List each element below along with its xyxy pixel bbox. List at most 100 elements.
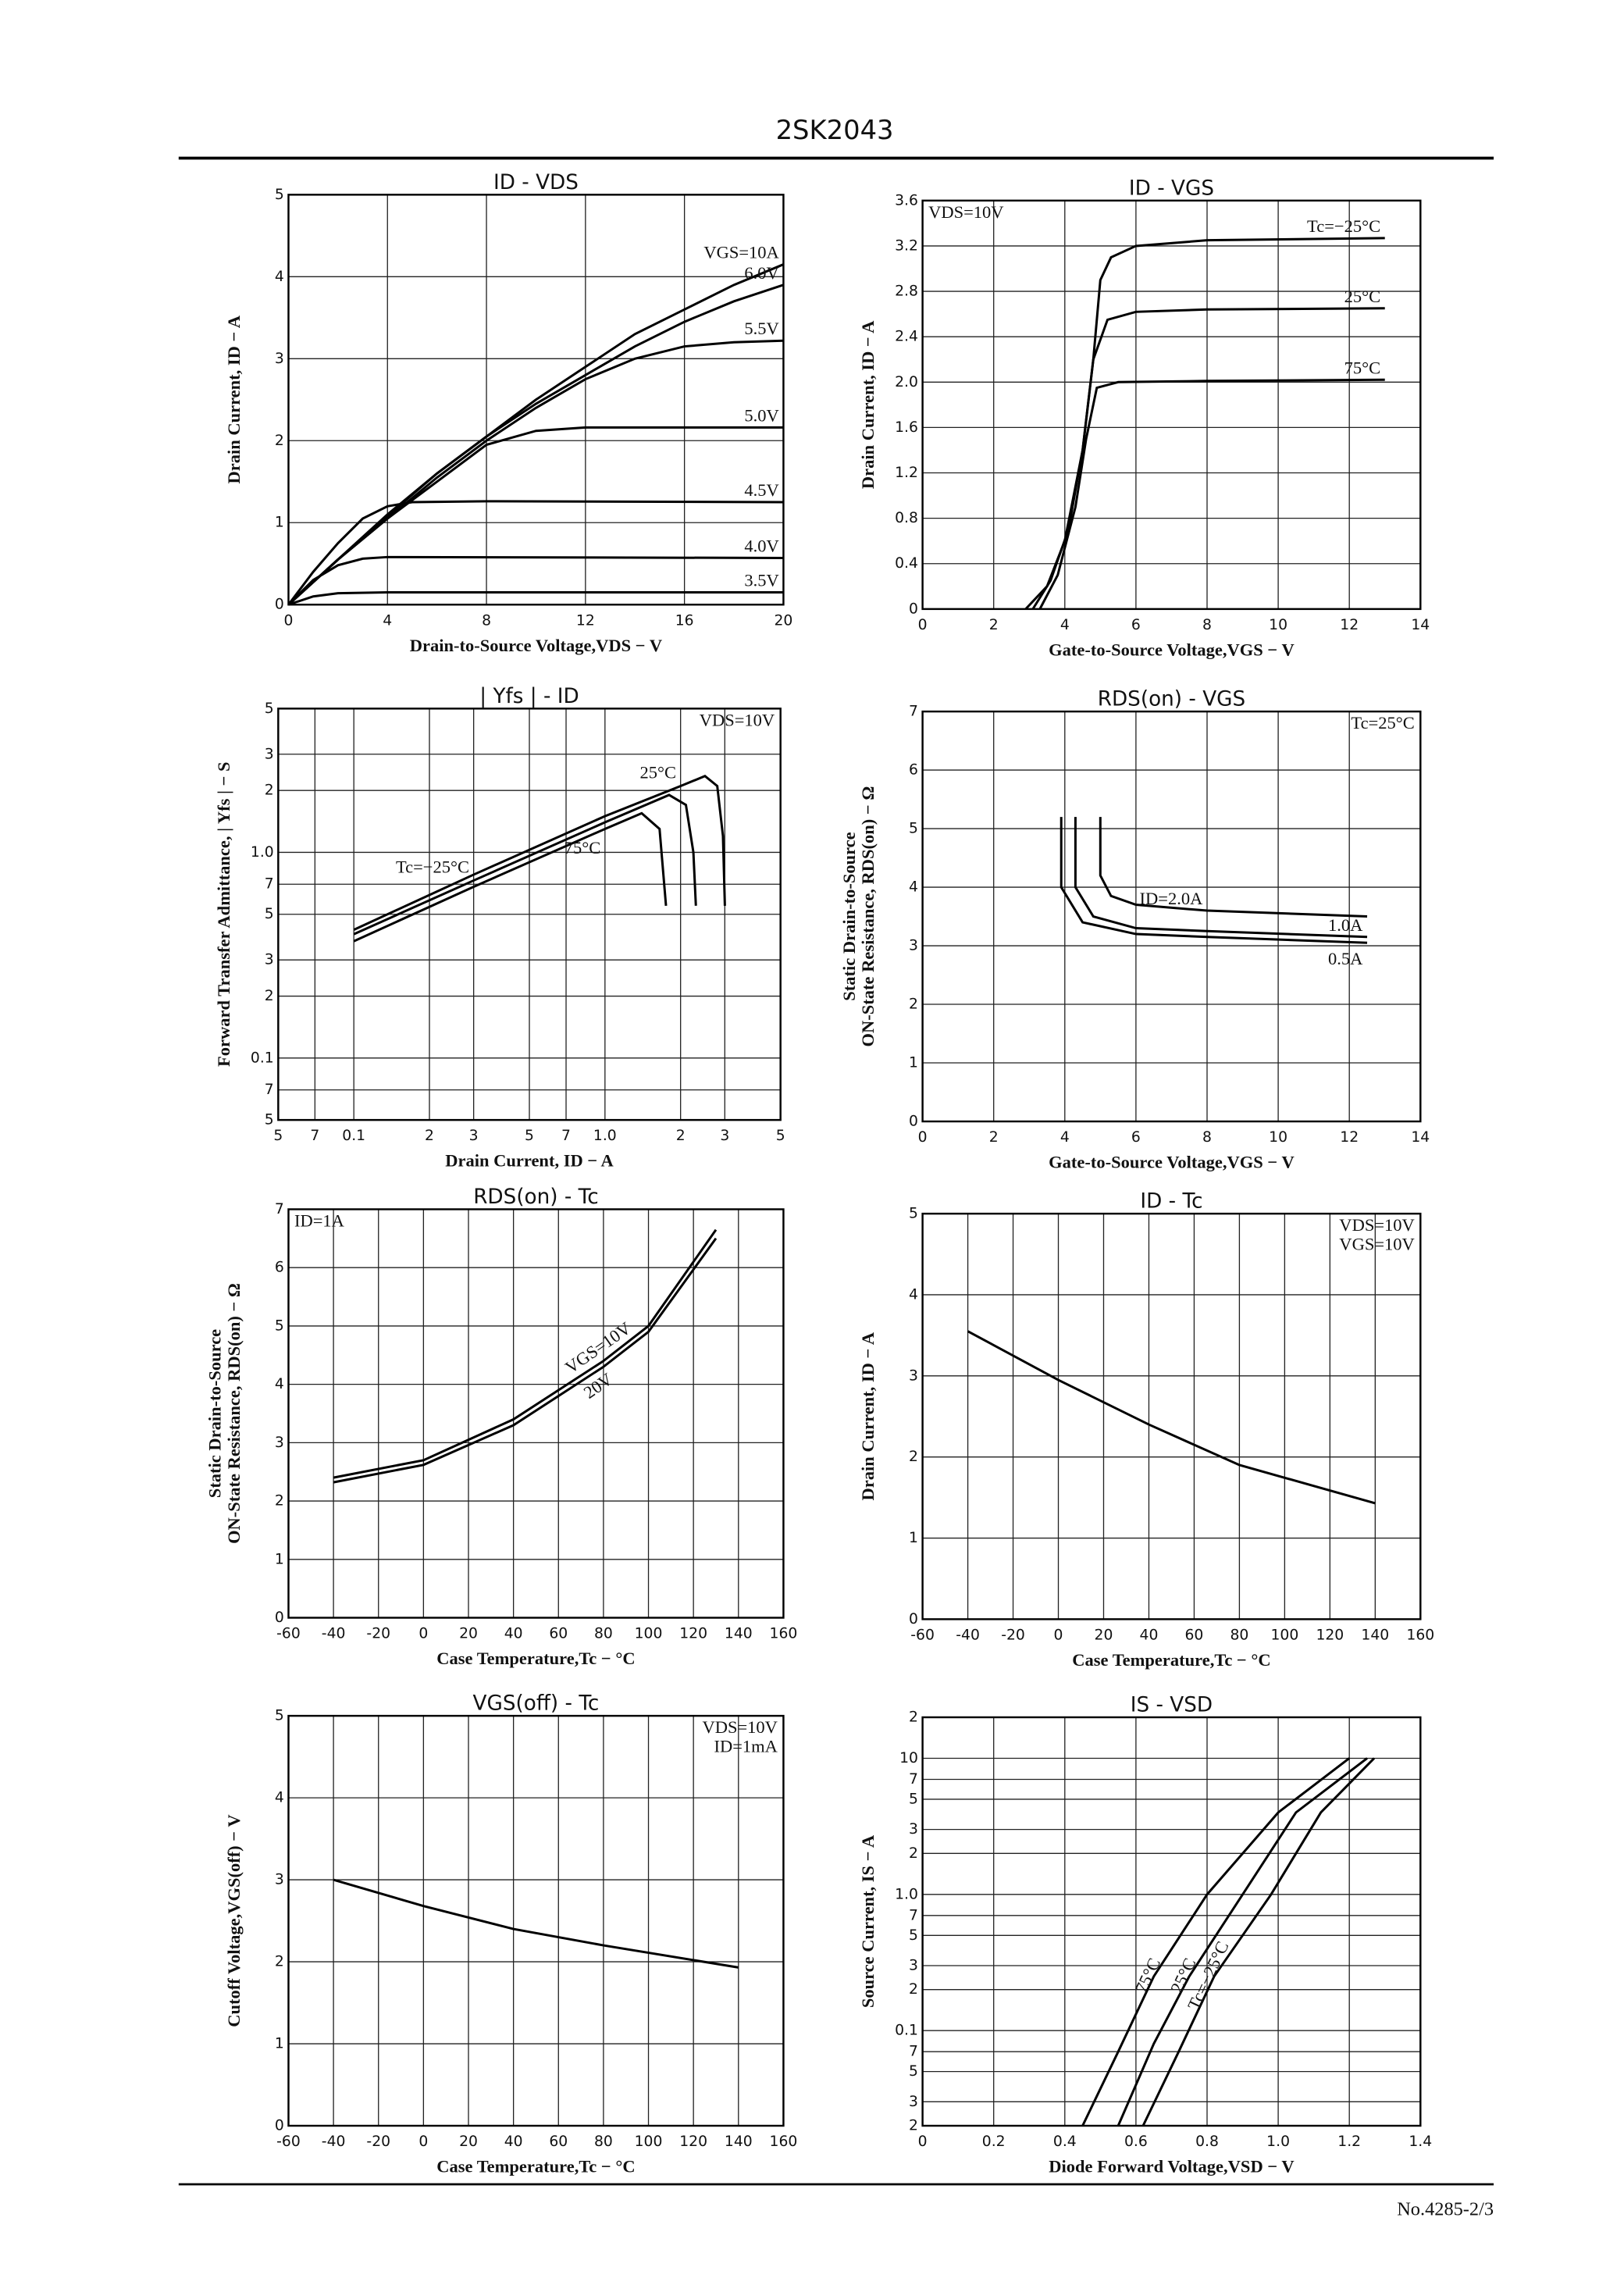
x-tick-label: 10 [1269, 617, 1287, 633]
x-tick-label: 0.4 [1053, 2134, 1077, 2150]
y-tick-label: 3 [275, 351, 284, 367]
x-tick-label: 20 [1095, 1627, 1113, 1644]
y-tick-label: 0.4 [895, 555, 918, 572]
x-tick-label: 5 [776, 1128, 785, 1144]
series-label: 5.0V [744, 406, 778, 426]
y-tick-label: 0 [275, 1610, 284, 1626]
series-label: 4.5V [744, 480, 778, 500]
series-line [1074, 817, 1368, 939]
y-tick-label: 7 [909, 1907, 918, 1923]
y-axis-label: Static Drain-to-Source [205, 1329, 225, 1498]
y-tick-label: 5 [275, 1317, 284, 1334]
y-tick-label: 3 [265, 952, 274, 968]
x-tick-label: 7 [310, 1128, 319, 1144]
x-tick-label: 8 [1202, 617, 1212, 633]
y-tick-label: 2 [909, 2118, 918, 2134]
annotation: VGS=10V [1339, 1235, 1414, 1254]
x-axis-label: Case Temperature,Tc − °C [1072, 1650, 1270, 1670]
series-line [287, 283, 784, 606]
y-tick-label: 1.2 [895, 465, 918, 481]
x-tick-label: 0 [1054, 1627, 1063, 1644]
series-label: 20V [580, 1369, 616, 1403]
chart-title: IS - VSD [1131, 1694, 1213, 1717]
y-tick-label: 7 [265, 876, 274, 893]
y-axis-label: ON-State Resistance, RDS(on) − Ω [224, 1283, 244, 1544]
x-axis-label: Case Temperature,Tc − °C [436, 1649, 635, 1668]
x-tick-label: 8 [1202, 1129, 1212, 1146]
y-tick-label: 5 [909, 1927, 918, 1944]
x-tick-label: 20 [459, 2134, 478, 2150]
series-line [287, 500, 784, 606]
series-line [287, 426, 784, 606]
y-tick-label: 1 [909, 1055, 918, 1071]
plot-frame [287, 1714, 785, 2127]
page-number: No.4285-2/3 [1397, 2198, 1494, 2219]
x-tick-label: 2 [989, 617, 999, 633]
y-tick-label: 2 [275, 433, 284, 449]
chart-title: RDS(on) - Tc [473, 1185, 599, 1209]
x-tick-label: -40 [956, 1627, 980, 1644]
y-tick-label: 2 [275, 1493, 284, 1510]
series-label: 75°C [564, 838, 601, 857]
y-tick-label: 3 [909, 938, 918, 954]
x-tick-label: 4 [1060, 617, 1070, 633]
x-tick-label: 60 [549, 2134, 568, 2150]
plot-frame [921, 199, 1422, 611]
x-tick-label: 0 [918, 2134, 928, 2150]
x-tick-label: 40 [1140, 1627, 1159, 1644]
x-tick-label: -20 [366, 2134, 390, 2150]
x-tick-label: 8 [482, 612, 491, 629]
y-axis-label: Static Drain-to-Source [839, 832, 859, 1000]
y-tick-label: 0 [909, 1611, 918, 1627]
x-tick-label: 20 [459, 1626, 478, 1642]
y-tick-label: 2 [265, 988, 274, 1004]
series-line [1038, 378, 1385, 610]
x-tick-label: 0.8 [1195, 2134, 1219, 2150]
x-tick-label: 160 [770, 2134, 798, 2150]
y-tick-label: 3 [909, 1957, 918, 1973]
x-tick-label: 140 [725, 1626, 753, 1642]
x-tick-label: 160 [1406, 1627, 1434, 1644]
y-tick-label: 2.8 [895, 283, 918, 300]
x-tick-label: 12 [1340, 1129, 1359, 1146]
y-axis-label: Drain Current, ID − A [858, 1332, 878, 1500]
x-tick-label: 100 [1270, 1627, 1298, 1644]
y-tick-label: 4 [275, 1790, 284, 1806]
x-tick-label: 10 [1269, 1129, 1287, 1146]
x-axis-label: Case Temperature,Tc − °C [436, 2157, 635, 2176]
y-tick-label: 5 [909, 2063, 918, 2080]
plot-frame [921, 1212, 1422, 1620]
series-line [353, 811, 668, 943]
series-label: 5.5V [744, 319, 778, 338]
x-tick-label: 7 [561, 1128, 571, 1144]
y-tick-label: 5 [909, 1206, 918, 1222]
annotation: VDS=10V [702, 1717, 777, 1737]
x-tick-label: 140 [725, 2134, 753, 2150]
y-tick-label: 2 [265, 783, 274, 799]
x-tick-label: -20 [366, 1626, 390, 1642]
x-tick-label: 0.6 [1124, 2134, 1148, 2150]
x-tick-label: 120 [679, 2134, 707, 2150]
y-tick-label: 5 [909, 1791, 918, 1807]
series-line [1081, 1757, 1351, 2126]
annotation: Tc=25°C [1351, 713, 1414, 733]
x-tick-label: 1.0 [1266, 2134, 1290, 2150]
x-tick-label: 80 [594, 1626, 613, 1642]
y-tick-label: 2 [909, 1449, 918, 1465]
series-line [1031, 307, 1385, 610]
x-tick-label: 4 [383, 612, 392, 629]
y-tick-label: 0.8 [895, 510, 918, 526]
y-tick-label: 3 [275, 1435, 284, 1451]
x-tick-label: 14 [1411, 1129, 1430, 1146]
y-tick-label: 7 [909, 1771, 918, 1788]
y-tick-label: 0 [909, 1114, 918, 1130]
y-axis-label: Forward Transfer Admittance, | Yfs | − S [214, 761, 233, 1067]
y-axis-label: Drain Current, ID − A [224, 315, 244, 483]
x-tick-label: 1.4 [1409, 2134, 1432, 2150]
y-tick-label: 4 [275, 1376, 284, 1392]
series-label: VGS=10A [703, 243, 779, 262]
series-line [353, 793, 697, 936]
y-tick-label: 3.2 [895, 237, 918, 254]
x-tick-label: 1.0 [593, 1128, 617, 1144]
x-tick-label: 5 [273, 1128, 283, 1144]
